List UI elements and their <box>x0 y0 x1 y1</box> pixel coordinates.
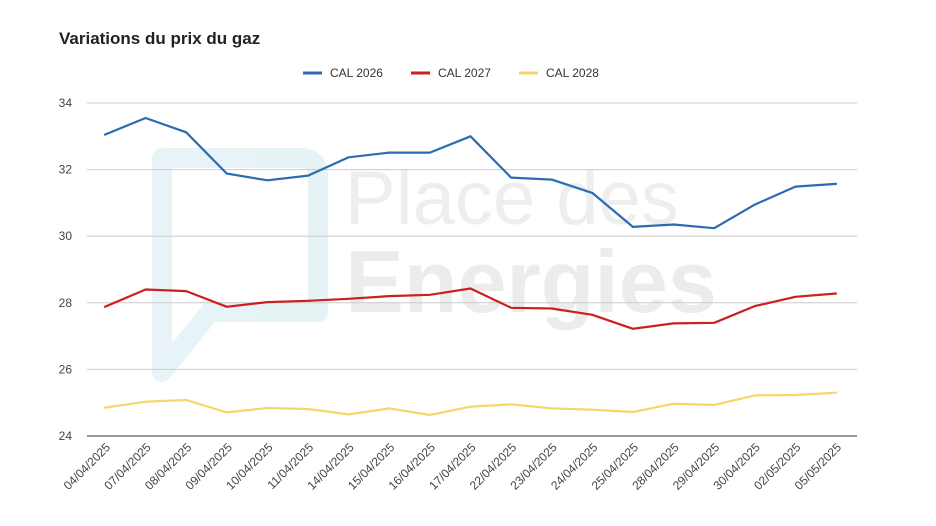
watermark-logo: Place des Energies <box>152 148 717 382</box>
y-tick-label: 30 <box>59 229 73 243</box>
y-tick-label: 24 <box>59 429 73 443</box>
y-axis: 24 26 28 30 32 34 <box>59 96 73 443</box>
legend: CAL 2026 CAL 2027 CAL 2028 <box>303 66 599 80</box>
legend-label: CAL 2027 <box>438 66 491 80</box>
watermark-line1: Place des <box>345 156 679 241</box>
legend-label: CAL 2026 <box>330 66 383 80</box>
y-tick-label: 34 <box>59 96 73 110</box>
y-tick-label: 32 <box>59 163 73 177</box>
series-line-cal-2028 <box>103 391 838 417</box>
x-axis: 04/04/202507/04/202508/04/202509/04/2025… <box>61 440 845 493</box>
y-tick-label: 26 <box>59 362 73 376</box>
series-line-cal-2027 <box>103 287 838 330</box>
y-tick-label: 28 <box>59 296 73 310</box>
chart-title: Variations du prix du gaz <box>59 29 260 48</box>
series-lines <box>103 116 838 417</box>
legend-label: CAL 2028 <box>546 66 599 80</box>
watermark-line2: Energies <box>345 232 717 331</box>
